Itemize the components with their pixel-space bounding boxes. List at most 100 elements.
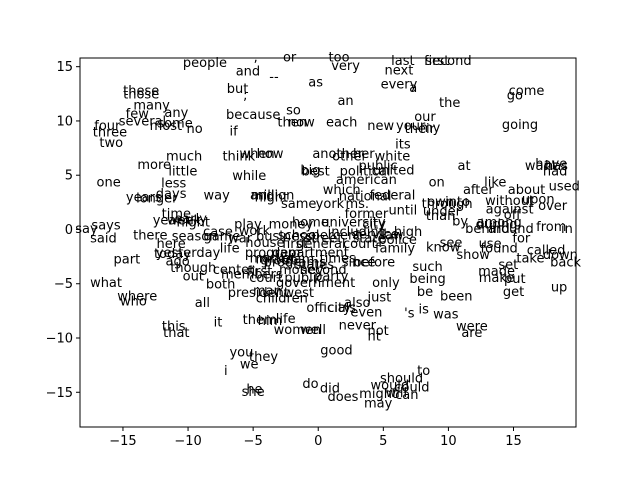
word-label: know bbox=[426, 240, 461, 255]
word-label: nt bbox=[368, 329, 381, 344]
word-label: people bbox=[183, 56, 227, 71]
word-label: or bbox=[283, 51, 297, 66]
word-label: another bbox=[312, 147, 363, 162]
word-label: may bbox=[364, 397, 393, 412]
word-label: made bbox=[478, 264, 515, 279]
word-label: to bbox=[417, 364, 430, 379]
word-label: city bbox=[327, 301, 351, 316]
word-label: up bbox=[551, 281, 568, 296]
x-tick-label: 5 bbox=[379, 434, 387, 449]
word-label: public bbox=[284, 271, 323, 286]
y-tick-label: 10 bbox=[56, 114, 73, 129]
word-label: last bbox=[391, 54, 414, 69]
x-axis-ticks: −15 −10 −5 0 5 10 15 bbox=[109, 427, 522, 449]
word-label: service bbox=[352, 227, 399, 242]
word-label: before bbox=[353, 256, 395, 271]
word-label: at bbox=[458, 159, 471, 174]
word-label: programs bbox=[264, 256, 326, 271]
word-label: my bbox=[420, 121, 441, 136]
word-label: while bbox=[232, 169, 266, 184]
word-label: any bbox=[164, 106, 188, 121]
word-label: from bbox=[536, 220, 566, 235]
word-label: times bbox=[320, 251, 356, 266]
word-label: best bbox=[302, 164, 330, 179]
word-label: their bbox=[405, 122, 436, 137]
word-label: night bbox=[177, 215, 210, 230]
word-label: government bbox=[276, 276, 355, 291]
word-label: as bbox=[308, 75, 323, 90]
word-label: i bbox=[224, 364, 228, 379]
word-label: yesterday bbox=[156, 246, 221, 261]
word-label: when bbox=[239, 147, 274, 162]
x-tick-label: −5 bbox=[244, 434, 263, 449]
word-label: an bbox=[337, 94, 353, 109]
word-label: family bbox=[375, 242, 415, 257]
word-label: want bbox=[525, 159, 557, 174]
x-tick-label: 10 bbox=[440, 434, 457, 449]
word-label: get bbox=[503, 285, 524, 300]
word-label: war bbox=[228, 232, 253, 247]
word-label: york bbox=[316, 197, 345, 212]
word-label: you bbox=[229, 346, 253, 361]
word-label: very bbox=[331, 59, 360, 74]
word-label: police bbox=[378, 233, 417, 248]
word-label: about bbox=[508, 183, 546, 198]
word-label: well bbox=[300, 323, 326, 338]
word-label: big bbox=[300, 163, 320, 178]
word-label: good bbox=[320, 344, 352, 359]
word-label: against bbox=[486, 202, 534, 217]
word-label: three bbox=[93, 125, 127, 140]
word-label: be bbox=[417, 285, 433, 300]
word-label: first bbox=[247, 264, 272, 279]
word-label: each bbox=[326, 116, 357, 131]
word-label: few bbox=[126, 107, 150, 122]
word-label: not bbox=[367, 324, 388, 339]
y-tick-label: −15 bbox=[46, 386, 73, 401]
word-label: do bbox=[302, 377, 318, 392]
word-label: those bbox=[123, 87, 159, 102]
word-label: her bbox=[353, 147, 375, 162]
word-label: see bbox=[440, 236, 463, 251]
word-label: here bbox=[156, 237, 185, 252]
word-label: says bbox=[91, 219, 120, 234]
word-label: much bbox=[166, 149, 202, 164]
word-label: behind bbox=[465, 222, 510, 237]
word-label: go bbox=[507, 88, 523, 103]
word-label: season bbox=[172, 230, 218, 245]
word-label: on bbox=[429, 175, 445, 190]
word-label: early bbox=[174, 212, 207, 227]
word-label: life bbox=[276, 312, 296, 327]
word-label: so bbox=[286, 104, 301, 119]
word-label: such bbox=[412, 260, 442, 275]
word-label: where bbox=[117, 289, 157, 304]
word-label: they bbox=[249, 350, 278, 365]
word-label: work bbox=[239, 224, 271, 239]
word-label: time bbox=[162, 207, 191, 222]
x-tick-label: −15 bbox=[109, 434, 136, 449]
word-label: less bbox=[161, 176, 186, 191]
word-label: he bbox=[246, 383, 262, 398]
word-label: case bbox=[203, 225, 233, 240]
word-label: without bbox=[485, 194, 534, 209]
word-label: how bbox=[257, 147, 284, 162]
word-label: national bbox=[339, 189, 392, 204]
word-label: life bbox=[220, 242, 240, 257]
word-label: after bbox=[463, 183, 494, 198]
word-label: court bbox=[249, 271, 283, 286]
word-label: party bbox=[314, 270, 349, 285]
word-label: play bbox=[234, 218, 262, 233]
word-label: home bbox=[292, 215, 329, 230]
word-label: , bbox=[254, 51, 258, 66]
word-label: same bbox=[281, 197, 316, 212]
word-label: have bbox=[535, 157, 567, 172]
word-label: first bbox=[282, 237, 307, 252]
word-label: upon bbox=[522, 193, 555, 208]
word-label: next bbox=[385, 64, 414, 79]
word-label: because bbox=[226, 108, 280, 123]
word-label: were bbox=[456, 320, 488, 335]
word-label: two bbox=[99, 136, 123, 151]
word-label: going bbox=[502, 118, 538, 133]
word-label: most bbox=[150, 119, 183, 134]
